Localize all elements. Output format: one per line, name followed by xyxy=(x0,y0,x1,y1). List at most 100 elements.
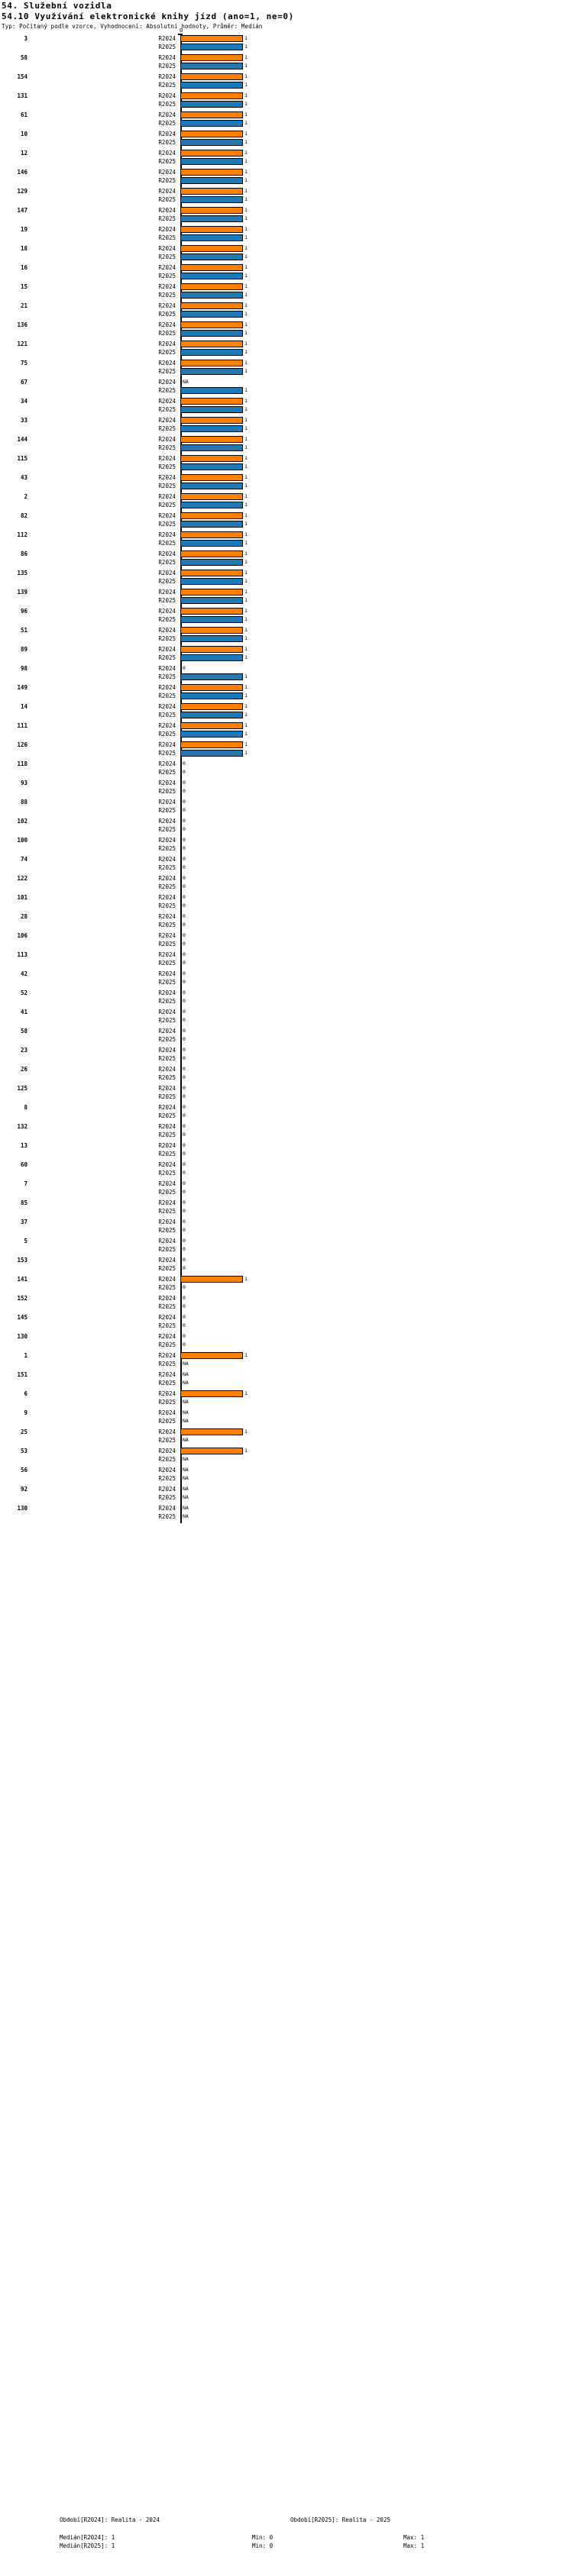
bar-r2024[interactable] xyxy=(181,531,243,538)
bar-r2024[interactable] xyxy=(181,169,243,176)
bar-r2024[interactable] xyxy=(181,398,243,405)
bar-r2025[interactable] xyxy=(181,654,243,661)
bar-r2024[interactable] xyxy=(181,436,243,443)
bar-r2024[interactable] xyxy=(181,1390,243,1397)
bar-r2025[interactable] xyxy=(181,616,243,623)
bar-r2025[interactable] xyxy=(181,692,243,699)
bar-r2025[interactable] xyxy=(181,101,243,108)
bar-r2025[interactable] xyxy=(181,44,243,50)
bar-r2024[interactable] xyxy=(181,360,243,366)
bar-r2024[interactable] xyxy=(181,302,243,309)
bar-r2024[interactable] xyxy=(181,188,243,195)
bar-r2024[interactable] xyxy=(181,493,243,500)
bar-r2025[interactable] xyxy=(181,521,243,528)
bar-r2024[interactable] xyxy=(181,131,243,137)
bar-r2024[interactable] xyxy=(181,54,243,61)
bar-value-label: 0 xyxy=(183,1208,186,1214)
bar-r2025[interactable] xyxy=(181,368,243,375)
bar-r2025[interactable] xyxy=(181,292,243,299)
legend-max-2024: Max: 1 xyxy=(403,2534,425,2541)
bar-area: 0 xyxy=(181,1322,573,1330)
bar-r2024[interactable] xyxy=(181,341,243,347)
bar-r2024[interactable] xyxy=(181,283,243,290)
bar-value-label: 1 xyxy=(244,425,248,431)
bar-r2025[interactable] xyxy=(181,444,243,451)
bar-r2025[interactable] xyxy=(181,559,243,566)
bar-r2024[interactable] xyxy=(181,589,243,596)
bar-r2025[interactable] xyxy=(181,349,243,356)
bar-r2025[interactable] xyxy=(181,406,243,413)
bar-r2025[interactable] xyxy=(181,158,243,165)
bar-r2025[interactable] xyxy=(181,502,243,508)
bar-r2025[interactable] xyxy=(181,253,243,260)
bar-r2024[interactable] xyxy=(181,722,243,729)
bar-r2024[interactable] xyxy=(181,111,243,118)
bar-row: R2025 0 xyxy=(0,1226,573,1235)
bar-row: 122 R2024 0 xyxy=(0,874,573,883)
bar-r2024[interactable] xyxy=(181,35,243,42)
bar-row: R2025 1 xyxy=(0,100,573,108)
bar-row: 130 R2024 0 xyxy=(0,1332,573,1341)
bar-row: R2025 1 xyxy=(0,749,573,757)
bar-r2025[interactable] xyxy=(181,578,243,585)
bar-r2024[interactable] xyxy=(181,455,243,462)
bar-r2025[interactable] xyxy=(181,673,243,680)
bar-r2024[interactable] xyxy=(181,92,243,99)
row-period-label: R2024 xyxy=(158,341,176,347)
bar-r2024[interactable] xyxy=(181,627,243,634)
bar-r2025[interactable] xyxy=(181,311,243,318)
bar-r2025[interactable] xyxy=(181,463,243,470)
bar-r2024[interactable] xyxy=(181,703,243,710)
bar-r2025[interactable] xyxy=(181,234,243,241)
bar-r2024[interactable] xyxy=(181,741,243,748)
bar-r2025[interactable] xyxy=(181,82,243,89)
bar-r2024[interactable] xyxy=(181,1352,243,1359)
legend-spacer xyxy=(0,2525,573,2534)
row-id-label: 88 xyxy=(20,799,28,805)
bar-r2024[interactable] xyxy=(181,226,243,233)
bar-r2024[interactable] xyxy=(181,684,243,691)
bar-r2024[interactable] xyxy=(181,73,243,80)
bar-r2025[interactable] xyxy=(181,387,243,394)
bar-r2024[interactable] xyxy=(181,570,243,576)
bar-r2025[interactable] xyxy=(181,63,243,69)
bar-r2025[interactable] xyxy=(181,425,243,432)
bar-r2024[interactable] xyxy=(181,417,243,424)
bar-r2025[interactable] xyxy=(181,540,243,547)
bar-r2024[interactable] xyxy=(181,1448,243,1454)
bar-r2025[interactable] xyxy=(181,120,243,127)
bar-r2025[interactable] xyxy=(181,597,243,604)
bar-r2025[interactable] xyxy=(181,215,243,222)
bar-r2024[interactable] xyxy=(181,550,243,557)
bar-area: 0 xyxy=(181,864,573,872)
bar-r2025[interactable] xyxy=(181,750,243,757)
bar-r2025[interactable] xyxy=(181,483,243,489)
bar-r2025[interactable] xyxy=(181,273,243,279)
legend-period-2024: Období[R2024]: Realita - 2024 xyxy=(60,2516,160,2523)
bar-r2024[interactable] xyxy=(181,512,243,519)
bar-row: 111 R2024 1 xyxy=(0,721,573,730)
bar-r2024[interactable] xyxy=(181,1428,243,1435)
bar-r2025[interactable] xyxy=(181,330,243,337)
bar-r2024[interactable] xyxy=(181,264,243,271)
bar-group: 96 R2024 1 R2025 1 xyxy=(0,607,573,626)
row-period-label: R2025 xyxy=(158,1189,176,1196)
bar-r2025[interactable] xyxy=(181,196,243,203)
bar-r2024[interactable] xyxy=(181,608,243,615)
bar-r2024[interactable] xyxy=(181,150,243,157)
row-period-label: R2024 xyxy=(158,455,176,462)
bar-r2024[interactable] xyxy=(181,207,243,214)
bar-r2024[interactable] xyxy=(181,646,243,653)
bar-r2025[interactable] xyxy=(181,177,243,184)
bar-r2025[interactable] xyxy=(181,731,243,738)
bar-r2025[interactable] xyxy=(181,712,243,718)
bar-row: 144 R2024 1 xyxy=(0,435,573,444)
bar-area: 0 xyxy=(181,978,573,986)
bar-area: 0 xyxy=(181,825,573,834)
bar-r2024[interactable] xyxy=(181,474,243,481)
bar-r2025[interactable] xyxy=(181,635,243,642)
bar-r2024[interactable] xyxy=(181,245,243,252)
bar-r2024[interactable] xyxy=(181,1276,243,1283)
bar-r2025[interactable] xyxy=(181,139,243,146)
bar-r2024[interactable] xyxy=(181,321,243,328)
